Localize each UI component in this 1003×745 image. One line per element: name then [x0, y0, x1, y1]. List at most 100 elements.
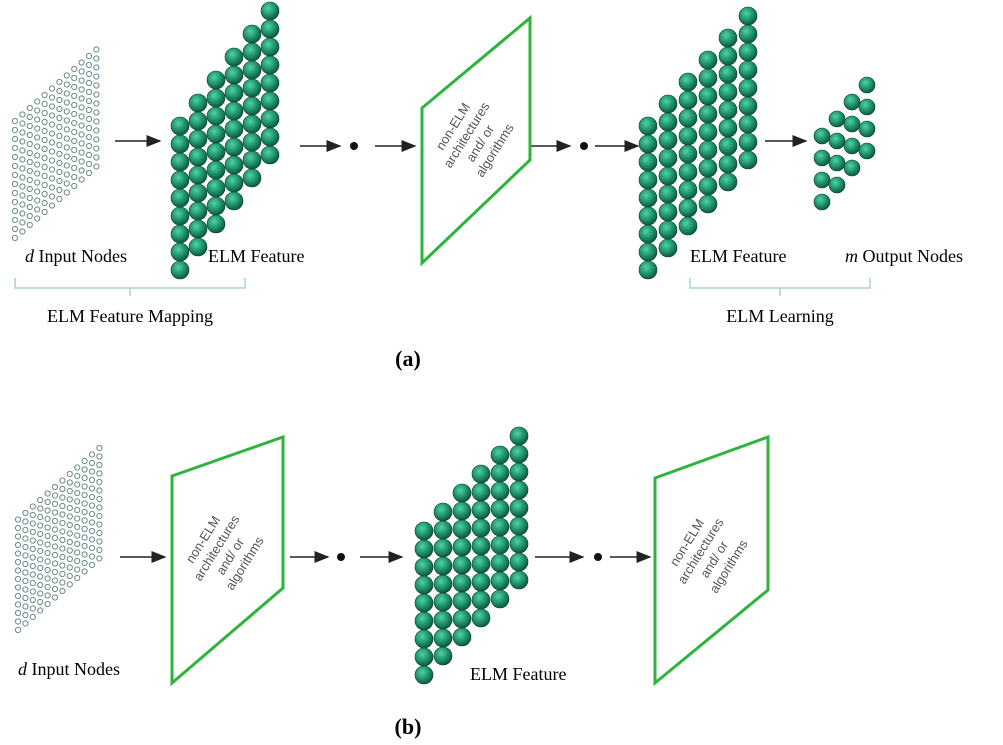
node-grids [11, 1, 876, 685]
node [858, 98, 876, 116]
input-node [51, 483, 59, 491]
input-node [96, 487, 103, 494]
input-node [74, 489, 81, 497]
node [433, 502, 453, 522]
node [658, 202, 678, 222]
dot [337, 553, 345, 561]
input-node [51, 577, 59, 584]
input-node [19, 129, 26, 136]
input-node [34, 143, 41, 150]
input-node [41, 190, 48, 198]
input-node [48, 193, 56, 200]
input-node [48, 184, 56, 191]
node [188, 129, 208, 149]
input-node [71, 137, 78, 145]
input-node [29, 528, 36, 536]
input-node [71, 146, 78, 154]
node [738, 96, 758, 116]
node [638, 170, 658, 190]
input-node [26, 167, 33, 175]
input-node [88, 561, 96, 569]
input-node [96, 546, 103, 554]
input-node [78, 158, 85, 165]
node [242, 42, 262, 62]
input-node [85, 61, 93, 69]
node [452, 573, 472, 593]
input-node [81, 568, 88, 575]
node [738, 60, 758, 80]
node [843, 137, 861, 155]
node [678, 216, 698, 236]
node [678, 90, 698, 110]
node [843, 93, 861, 111]
mapping-label: ELM Feature Mapping [47, 306, 213, 326]
node [170, 152, 190, 172]
input-node [93, 64, 100, 71]
input-node [85, 142, 93, 150]
input-node [93, 73, 100, 80]
label-text: Input Nodes [39, 246, 128, 266]
input-node [26, 158, 33, 166]
node [828, 110, 846, 128]
input-node [71, 128, 78, 136]
block-text: non-ELM architectures and/ or algorithms [427, 88, 522, 188]
node [678, 144, 698, 164]
input-node [37, 590, 44, 597]
input-node [14, 584, 22, 591]
input-node [66, 504, 73, 512]
input-node [56, 78, 63, 86]
node [260, 37, 280, 57]
input-node [59, 519, 66, 527]
node [452, 537, 472, 557]
node [242, 132, 262, 152]
node [224, 65, 244, 85]
node [188, 111, 208, 131]
input-node [22, 586, 29, 593]
input-node [37, 539, 44, 546]
input-node [41, 127, 48, 135]
input-node [51, 568, 59, 576]
node [698, 68, 718, 88]
node [738, 150, 758, 170]
input-node [78, 131, 85, 138]
input-node [19, 156, 26, 163]
input-node [96, 495, 103, 503]
input-node [66, 496, 73, 503]
node [260, 55, 280, 75]
input-node [11, 180, 19, 188]
node [738, 42, 758, 62]
node [242, 168, 262, 188]
node [490, 571, 510, 591]
input-node [71, 101, 78, 109]
input-node [81, 559, 88, 567]
input-node [96, 453, 103, 460]
input-node [88, 485, 96, 492]
node [260, 1, 280, 21]
input-node [71, 74, 78, 82]
node [718, 154, 738, 174]
input-node [59, 579, 66, 586]
input-node [29, 596, 36, 604]
input-node [26, 131, 33, 139]
node [242, 114, 262, 134]
node [206, 70, 226, 90]
input-node [44, 583, 51, 591]
node [509, 480, 529, 500]
input-node [85, 133, 93, 141]
node [452, 483, 472, 503]
input-node [71, 92, 78, 100]
input-node [41, 163, 48, 171]
input-node [34, 98, 41, 105]
input-node [71, 182, 78, 190]
input-node [44, 592, 51, 599]
node [170, 224, 190, 244]
node [509, 570, 529, 590]
node [433, 520, 453, 540]
input-node [85, 70, 93, 78]
input-node [37, 513, 44, 521]
input-node [14, 618, 22, 625]
input-node [34, 107, 41, 114]
brace [689, 278, 871, 296]
node [188, 237, 208, 257]
input-node [85, 52, 93, 60]
